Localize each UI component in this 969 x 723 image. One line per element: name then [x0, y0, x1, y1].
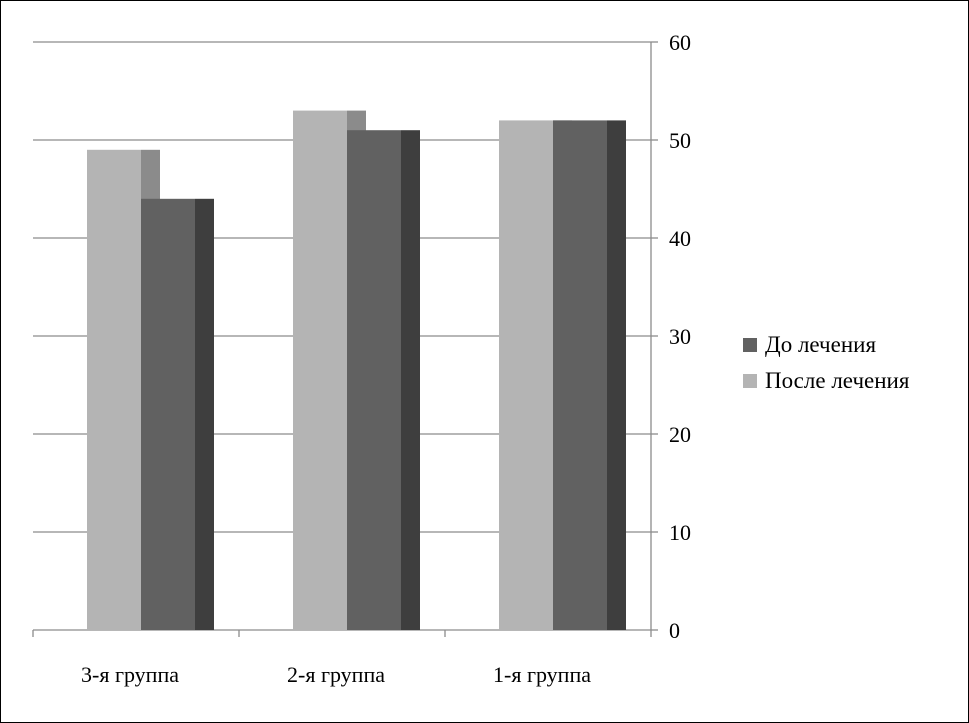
bar-after-treatment — [293, 110, 347, 631]
legend-item-before: До лечения — [743, 327, 909, 363]
x-category-label: 2-я группа — [287, 662, 385, 687]
y-tick-label: 20 — [669, 422, 691, 447]
bar-before-treatment — [347, 130, 401, 630]
bar-before-treatment — [553, 120, 607, 631]
y-tick-label: 10 — [669, 520, 691, 545]
legend-label-before: До лечения — [765, 332, 877, 357]
legend-swatch-after — [743, 374, 757, 388]
y-tick-label: 50 — [669, 128, 691, 153]
legend-label-after: После лечения — [765, 368, 910, 393]
x-category-label: 1-я группа — [493, 662, 591, 687]
y-tick-label: 40 — [669, 226, 691, 251]
x-category-label: 3-я группа — [81, 662, 179, 687]
bar-after-treatment — [499, 120, 553, 631]
y-tick-label: 60 — [669, 30, 691, 55]
y-tick-label: 0 — [669, 618, 680, 643]
bar-side-before — [607, 120, 626, 631]
chart-legend: До лечения После лечения — [743, 327, 909, 399]
bar-after-treatment — [87, 149, 141, 631]
bar-side-before — [195, 198, 214, 631]
bar-side-before — [401, 130, 420, 630]
y-tick-label: 30 — [669, 324, 691, 349]
bar-before-treatment — [141, 198, 195, 631]
legend-swatch-before — [743, 338, 757, 352]
legend-item-after: После лечения — [743, 363, 909, 399]
